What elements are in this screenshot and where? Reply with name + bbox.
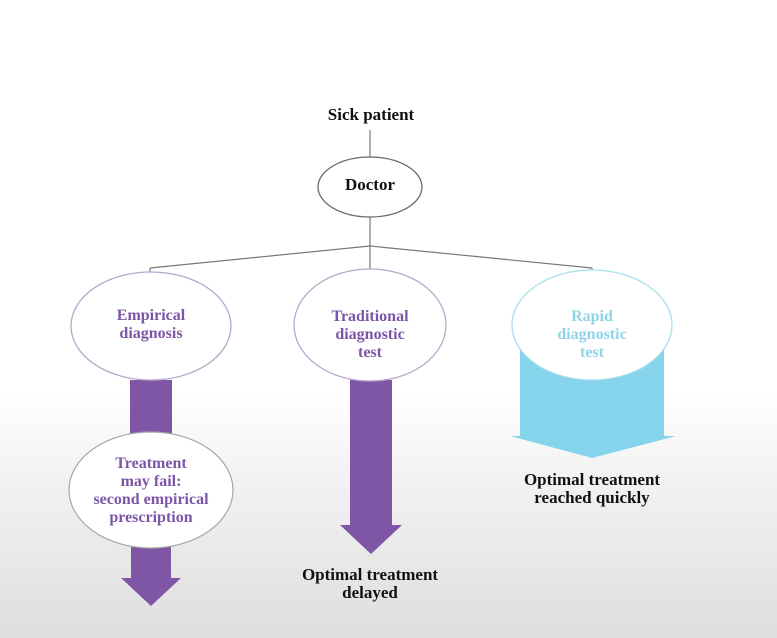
rapid-test-node (511, 269, 673, 381)
traditional-arrow-shaft (350, 380, 392, 528)
traditional-test-label: Traditional diagnostic test (331, 308, 409, 361)
connector-horizontal-left (149, 245, 371, 269)
traditional-test-node (293, 268, 447, 382)
rapid-test-label: Rapid diagnostic test (557, 308, 627, 361)
empirical-followup-node (68, 431, 234, 549)
sick-patient-label: Sick patient (327, 105, 415, 124)
empirical-diagnosis-label: Empirical diagnosis (116, 307, 186, 342)
connector-horizontal-right (369, 245, 593, 269)
empirical-followup-label: Treatment may fail: second empirical pre… (93, 455, 209, 526)
traditional-outcome-label: Optimal treatment delayed (301, 565, 439, 602)
doctor-label: Doctor (344, 175, 396, 194)
rapid-outcome-label: Optimal treatment reached quickly (523, 470, 661, 507)
doctor-node (317, 156, 423, 218)
traditional-arrow-head (340, 525, 402, 554)
empirical-diagnosis-node (70, 271, 232, 381)
empirical-arrow-head (121, 578, 181, 606)
